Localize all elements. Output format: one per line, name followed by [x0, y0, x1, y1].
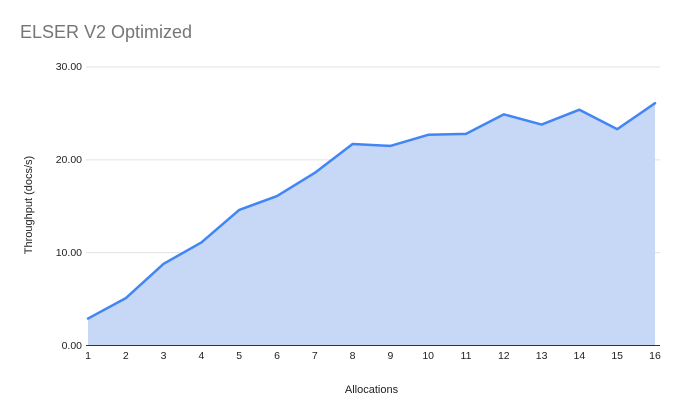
- x-tick-label: 14: [573, 350, 586, 362]
- x-tick-label: 6: [274, 350, 280, 362]
- y-tick-label: 10.00: [55, 246, 82, 259]
- x-tick-label: 10: [422, 350, 435, 362]
- x-tick-label: 2: [122, 350, 129, 362]
- x-tick-label: 9: [387, 350, 394, 362]
- x-tick-label: 16: [649, 350, 661, 362]
- x-tick-label: 7: [311, 350, 318, 362]
- x-tick-label: 12: [497, 350, 510, 362]
- series-area-fill: [88, 103, 655, 346]
- x-tick-label: 11: [460, 350, 472, 362]
- x-tick-label: 13: [535, 350, 548, 362]
- series-line: [86, 101, 657, 320]
- x-axis-title: Allocations: [344, 384, 399, 396]
- x-tick-label: 1: [85, 350, 91, 362]
- y-tick-label: 0.00: [61, 339, 82, 352]
- x-tick-label: 8: [349, 350, 356, 362]
- x-tick-label: 5: [236, 350, 243, 362]
- y-tick-label: 30.00: [55, 61, 82, 73]
- x-tick-label: 15: [611, 350, 624, 362]
- chart-title: ELSER V2 Optimized: [20, 22, 193, 42]
- x-tick-label: 3: [160, 350, 167, 362]
- y-tick-label: 20.00: [55, 153, 82, 166]
- x-tick-label: 4: [198, 350, 205, 362]
